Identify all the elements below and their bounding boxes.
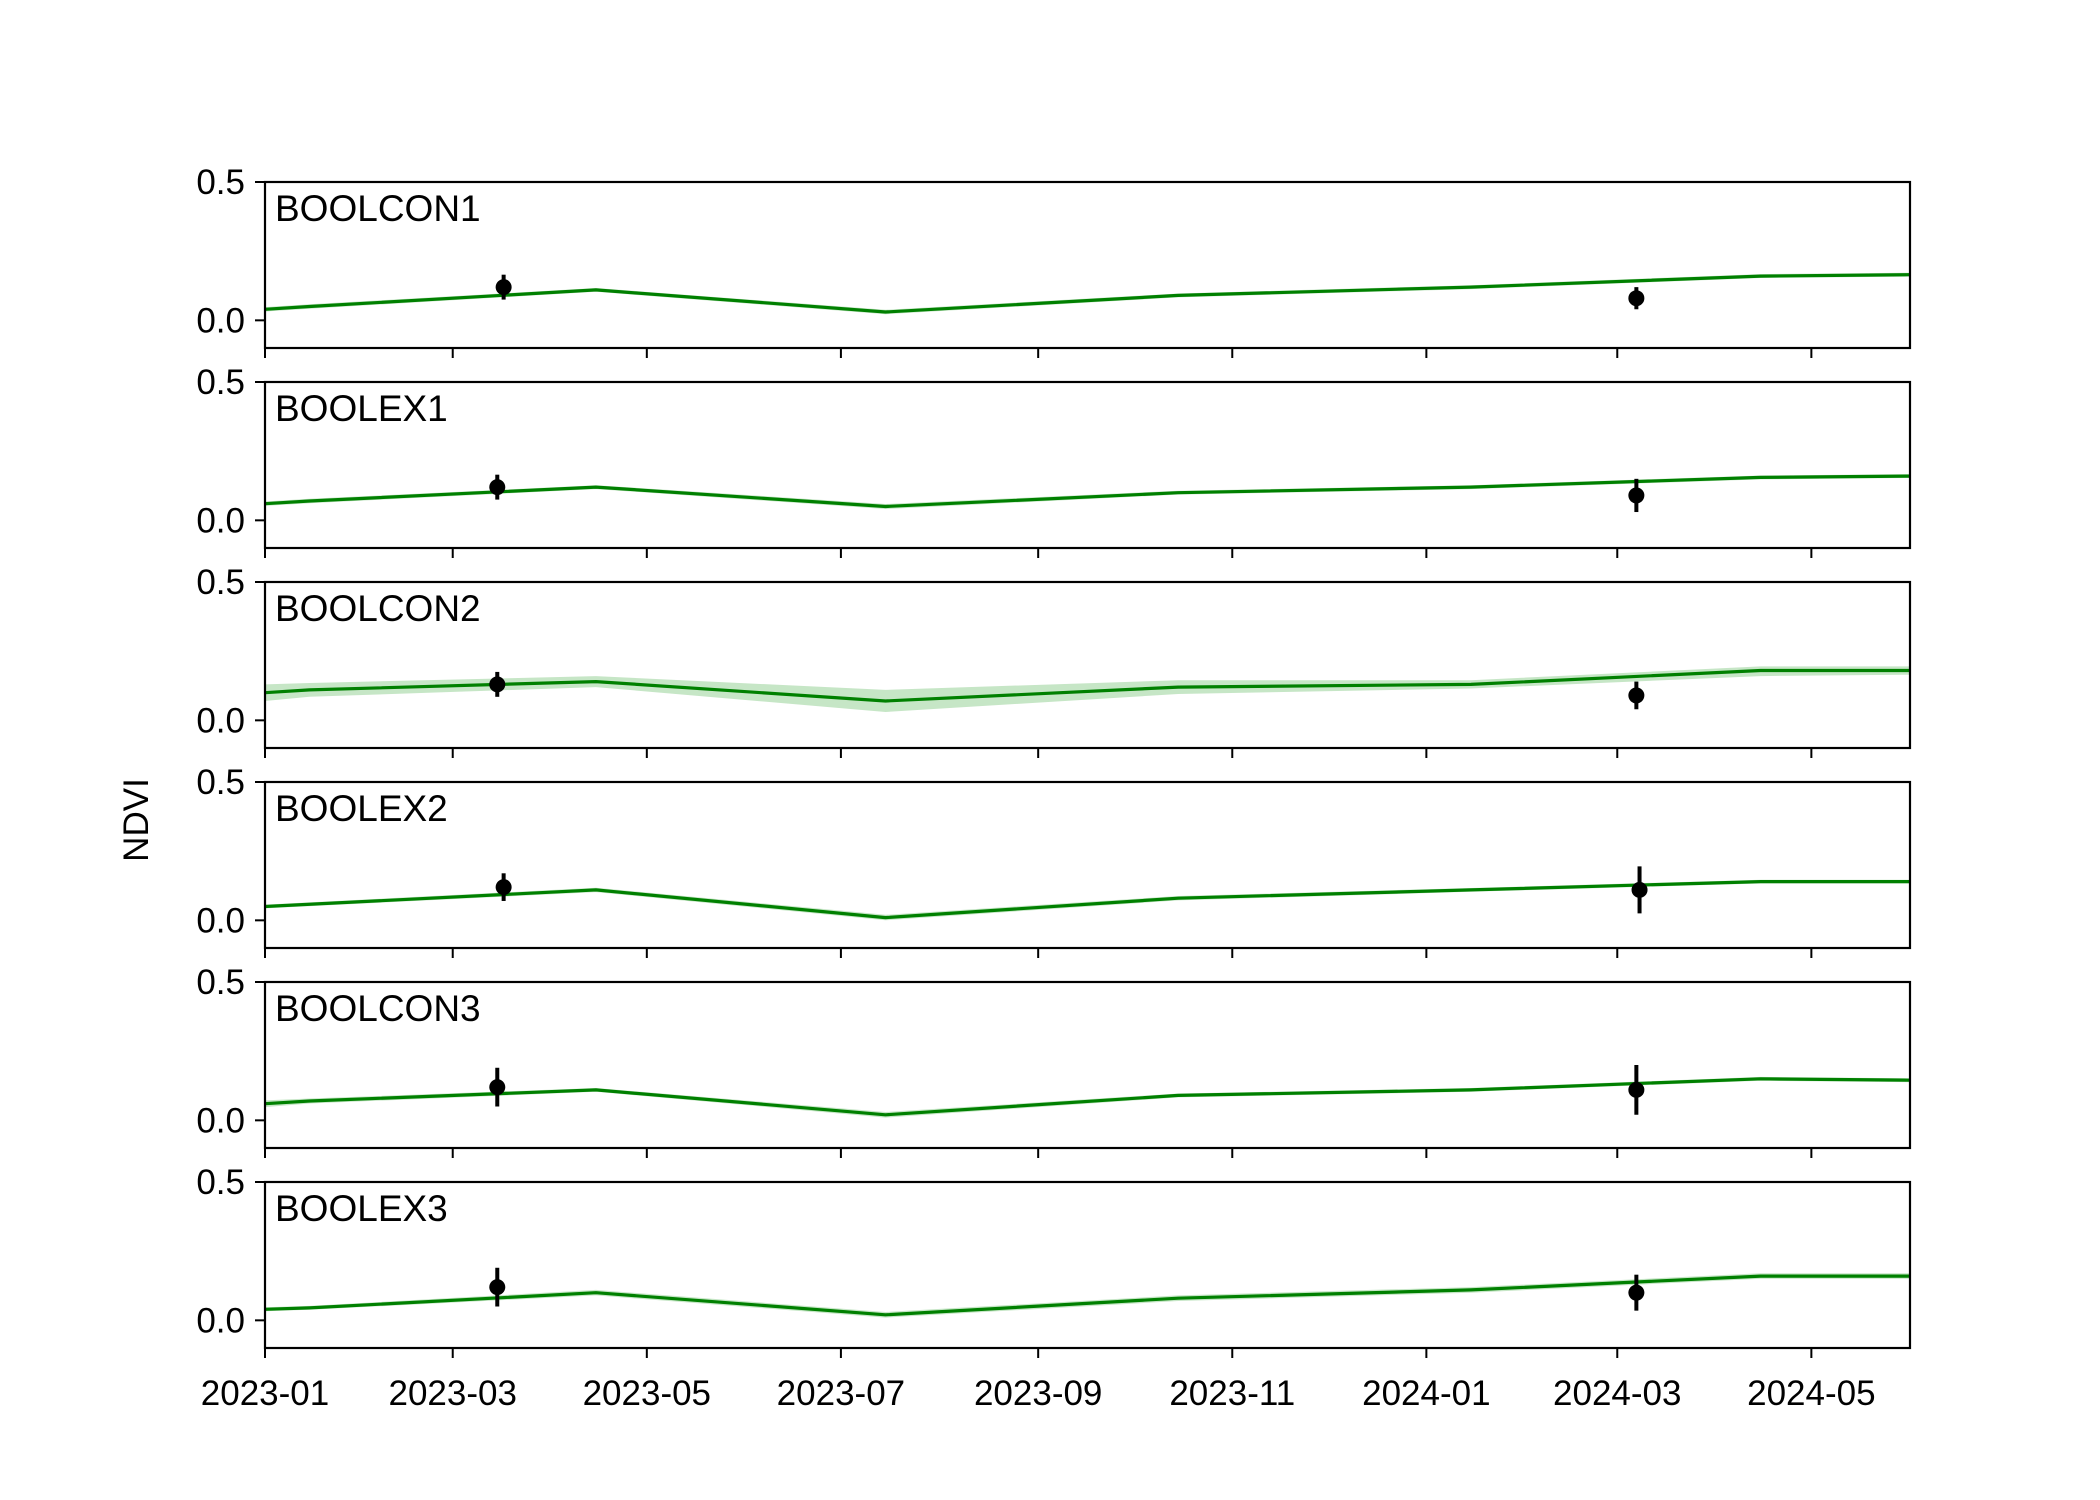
model-line <box>264 668 1910 703</box>
panel-label: BOOLEX2 <box>275 788 448 829</box>
model-line <box>264 879 1910 920</box>
x-tick-label: 2023-09 <box>974 1374 1102 1413</box>
y-tick-label: 0.5 <box>196 1163 245 1202</box>
x-tick-label: 2024-03 <box>1553 1374 1681 1413</box>
model-line <box>264 1274 1910 1317</box>
panel-label: BOOLCON1 <box>275 188 481 229</box>
panel-boolcon1: 0.0 0.5 BOOLCON1 <box>196 163 1912 358</box>
model-line <box>264 474 1911 509</box>
uncertainty-band <box>265 1076 1910 1118</box>
model-line <box>264 1077 1911 1117</box>
observation-point <box>1631 881 1648 898</box>
x-tick-label: 2023-05 <box>583 1374 711 1413</box>
panel-boolcon3: 0.0 0.5 BOOLCON3 <box>196 963 1912 1158</box>
observation-point <box>1628 290 1645 307</box>
y-tick-label: 0.5 <box>196 563 245 602</box>
panel-frame <box>263 780 1912 950</box>
panel-frame <box>263 380 1912 550</box>
y-tick-label: 0.0 <box>196 301 245 340</box>
observation-point <box>489 676 506 693</box>
panel-frame <box>263 580 1912 750</box>
y-tick-label: 0.5 <box>196 363 245 402</box>
model-line <box>264 273 1911 314</box>
x-tick-label: 2023-07 <box>777 1374 905 1413</box>
panel-boolcon2: 0.0 0.5 BOOLCON2 <box>196 563 1912 758</box>
panel-frame <box>263 180 1912 350</box>
uncertainty-band <box>265 666 1910 712</box>
y-tick-label: 0.0 <box>196 1101 245 1140</box>
observation-point <box>1628 1284 1645 1301</box>
observation-point <box>489 479 506 496</box>
panel-label: BOOLCON3 <box>275 988 481 1029</box>
panel-boolex2: 0.0 0.5 BOOLEX2 <box>196 763 1912 958</box>
observation-point <box>1628 487 1645 504</box>
y-tick-label: 0.0 <box>196 1301 245 1340</box>
observation-point <box>489 1279 506 1296</box>
y-tick-label: 0.5 <box>196 763 245 802</box>
x-tick-label: 2023-11 <box>1169 1374 1295 1413</box>
panel-boolex1: 0.0 0.5 BOOLEX1 <box>196 363 1912 558</box>
panel-label: BOOLCON2 <box>275 588 481 629</box>
y-tick-label: 0.5 <box>196 163 245 202</box>
observation-point <box>1628 1081 1645 1098</box>
panel-frame <box>263 1180 1912 1350</box>
y-tick-label: 0.0 <box>196 901 245 940</box>
panel-label: BOOLEX3 <box>275 1188 448 1229</box>
x-tick-label: 2023-01 <box>201 1374 329 1413</box>
panel-frame <box>263 980 1912 1150</box>
y-tick-label: 0.0 <box>196 701 245 740</box>
y-tick-label: 0.5 <box>196 963 245 1002</box>
observation-point <box>495 279 512 296</box>
x-tick-label: 2024-05 <box>1747 1374 1875 1413</box>
y-axis-label: NDVI <box>117 778 156 862</box>
y-tick-label: 0.0 <box>196 501 245 540</box>
panel-boolex3: 0.0 0.5 2023-01 2023-03 2023-05 2023-07 2023-0… <box>196 1163 1912 1413</box>
observation-point <box>1628 687 1645 704</box>
observation-point <box>495 879 512 896</box>
observation-point <box>489 1079 506 1096</box>
x-tick-label: 2024-01 <box>1362 1374 1490 1413</box>
x-tick-label: 2023-03 <box>389 1374 517 1413</box>
panels: 0.0 0.5 BOOLCON1 0.0 0.5 BOOLEX1 0.0 0.5 BOOLCON… <box>196 163 1912 1413</box>
panel-label: BOOLEX1 <box>275 388 448 429</box>
